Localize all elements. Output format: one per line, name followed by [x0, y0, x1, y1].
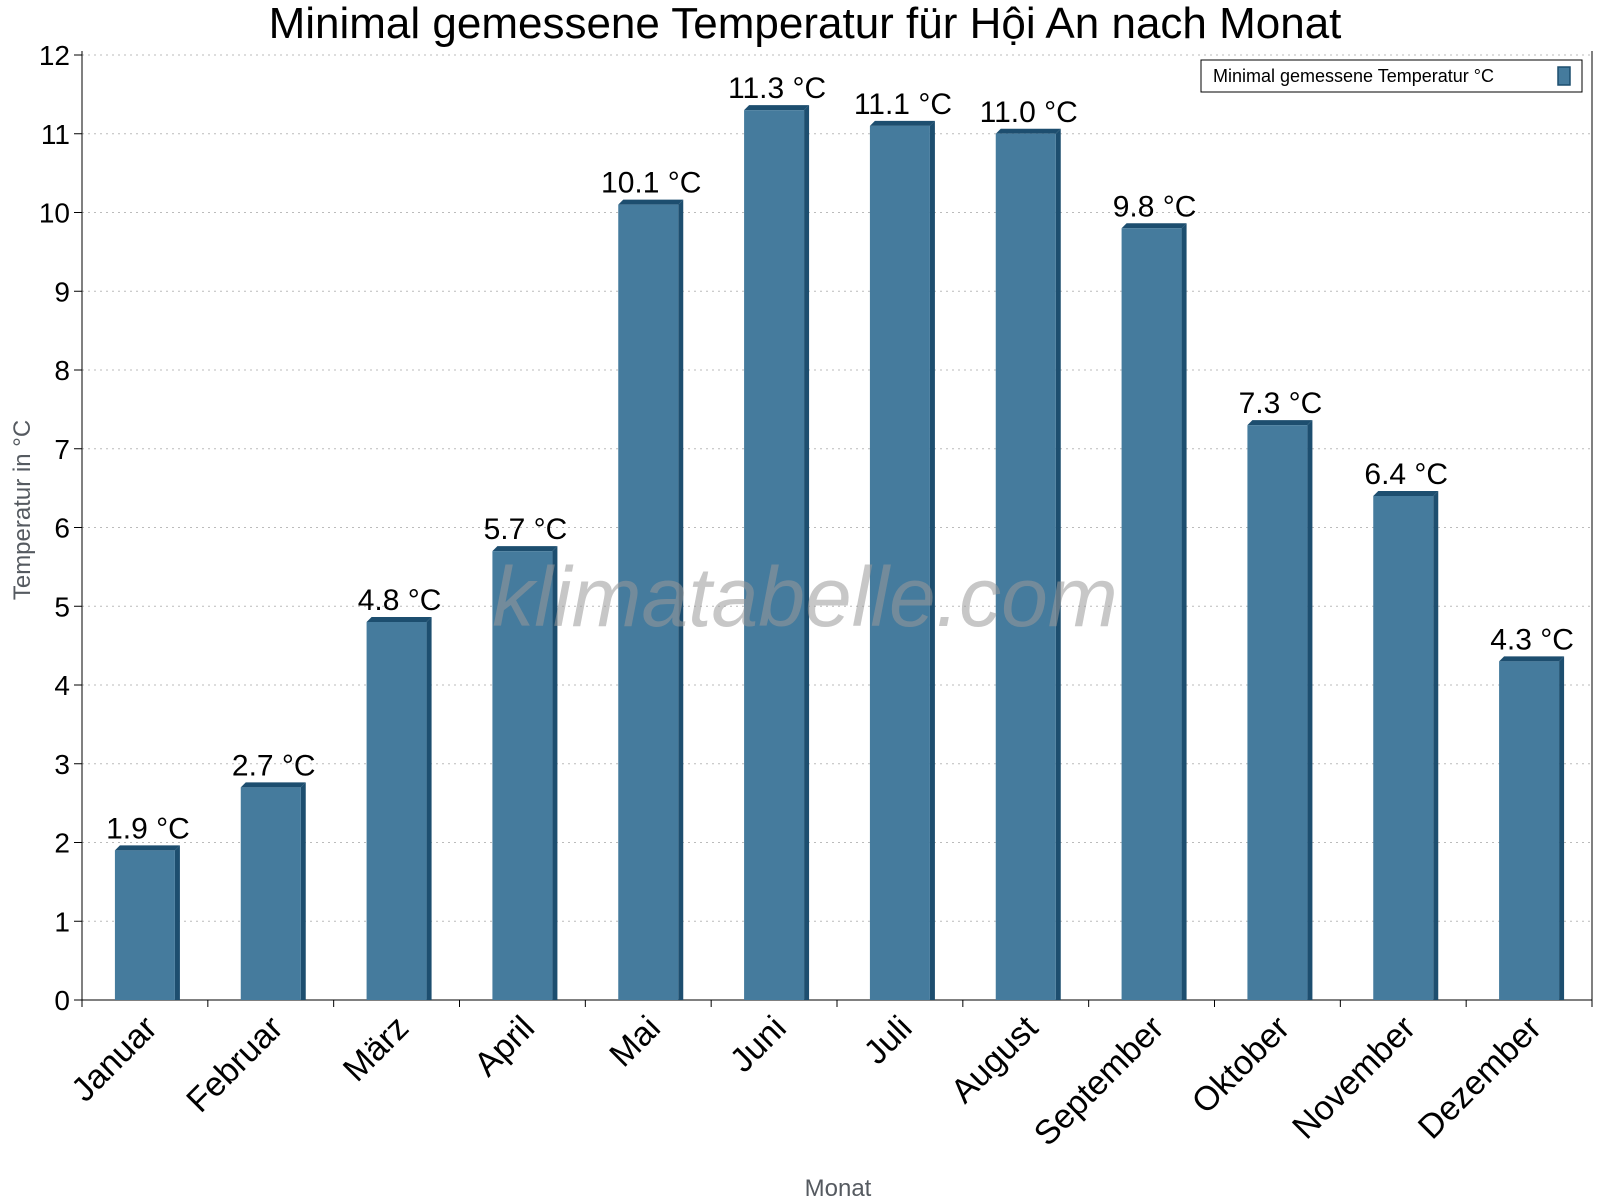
x-tick-label: Februar: [179, 1009, 290, 1120]
y-tick-label: 12: [39, 40, 70, 71]
data-label: 11.0 °C: [980, 96, 1078, 129]
bar: [618, 204, 679, 1000]
x-tick-label: Januar: [64, 1009, 164, 1109]
y-tick-label: 0: [54, 985, 70, 1016]
bar: [744, 110, 805, 1000]
bar: [1373, 496, 1434, 1000]
y-tick-label: 3: [54, 749, 70, 780]
bar-side: [1055, 128, 1061, 1000]
y-tick-label: 4: [54, 670, 70, 701]
bar-top: [240, 782, 306, 788]
x-tick-label: Mai: [602, 1009, 668, 1075]
bar-side: [804, 105, 810, 1000]
data-label: 9.8 °C: [1113, 190, 1197, 223]
bar-side: [929, 120, 935, 1000]
chart-title: Minimal gemessene Temperatur für Hội An …: [269, 0, 1342, 48]
bar: [1247, 425, 1308, 1000]
bar: [1499, 661, 1560, 1000]
bar-top: [366, 617, 432, 622]
x-tick-labels: Januar Februar März April Mai Juni Juli AugustS…: [64, 1008, 1549, 1153]
bar-top: [869, 120, 935, 126]
y-tick-label: 10: [39, 198, 70, 229]
bar: [869, 125, 930, 1000]
data-label: 2.7 °C: [232, 749, 316, 782]
bar-top: [1247, 420, 1313, 426]
y-tick-label: 11: [41, 119, 70, 150]
y-axis-label: Temperatur in °C: [9, 420, 36, 600]
bar: [1121, 228, 1182, 1000]
x-tick-label: April: [467, 1009, 542, 1084]
data-label: 1.9 °C: [106, 812, 190, 845]
bar: [995, 133, 1056, 1000]
x-tick-label: November: [1285, 1009, 1423, 1147]
legend-label: Minimal gemessene Temperatur °C: [1213, 66, 1494, 86]
y-tick-label: 7: [54, 434, 70, 465]
bar-side: [1181, 223, 1187, 1000]
bar-side: [1307, 420, 1313, 1000]
x-tick-label: Oktober: [1185, 1009, 1297, 1121]
data-label: 4.8 °C: [358, 584, 442, 617]
bar-side: [552, 546, 558, 1000]
legend: Minimal gemessene Temperatur °C: [1200, 59, 1583, 93]
data-label: 11.3 °C: [728, 72, 826, 105]
bar-side: [300, 782, 306, 1000]
bar-top: [1373, 491, 1439, 496]
legend-swatch: [1557, 66, 1571, 86]
y-tick-label: 2: [54, 828, 70, 859]
x-axis-label: Monat: [805, 1175, 872, 1200]
y-tick-label: 1: [54, 906, 70, 937]
data-labels: 1.9 °C 2.7 °C 4.8 °C 5.7 °C 10.1 °C 11.3 °C 11…: [106, 72, 1574, 845]
bar-side: [1559, 656, 1565, 1000]
bar-side: [1433, 491, 1439, 1000]
y-tick-label: 6: [54, 513, 70, 544]
x-tick-label: August: [944, 1008, 1046, 1110]
x-tick-label: Juli: [857, 1009, 920, 1072]
x-tick-label: Dezember: [1411, 1009, 1549, 1147]
bar: [492, 551, 553, 1000]
x-tick-label: März: [336, 1009, 416, 1089]
bar-top: [1121, 223, 1187, 229]
watermark: klimatabelle.com: [492, 550, 1118, 644]
data-label: 7.3 °C: [1239, 387, 1323, 420]
data-label: 10.1 °C: [601, 167, 701, 200]
bar: [114, 850, 175, 1000]
bar: [240, 787, 301, 1000]
y-tick-label: 9: [54, 276, 70, 307]
bar-top: [618, 199, 684, 205]
x-tick-label: Juni: [723, 1009, 794, 1080]
data-label: 11.1 °C: [854, 88, 952, 121]
bar-side: [426, 617, 432, 1000]
y-tick-label: 5: [54, 591, 70, 622]
bars: [114, 105, 1565, 1000]
data-label: 5.7 °C: [484, 513, 568, 546]
bar-side: [174, 845, 180, 1000]
bar-side: [678, 199, 684, 1000]
y-tick-label: 8: [54, 355, 70, 386]
bar-top: [995, 128, 1061, 134]
data-label: 4.3 °C: [1490, 623, 1574, 656]
x-tick-label: September: [1027, 1009, 1171, 1153]
bar-top: [114, 845, 180, 851]
chart-axes: [74, 51, 1593, 1007]
bar-top: [1499, 656, 1565, 662]
bar-top: [492, 546, 558, 552]
bar-top: [744, 105, 810, 111]
legend-box: [1200, 59, 1583, 93]
bar: [366, 622, 427, 1000]
data-label: 6.4 °C: [1364, 458, 1448, 491]
